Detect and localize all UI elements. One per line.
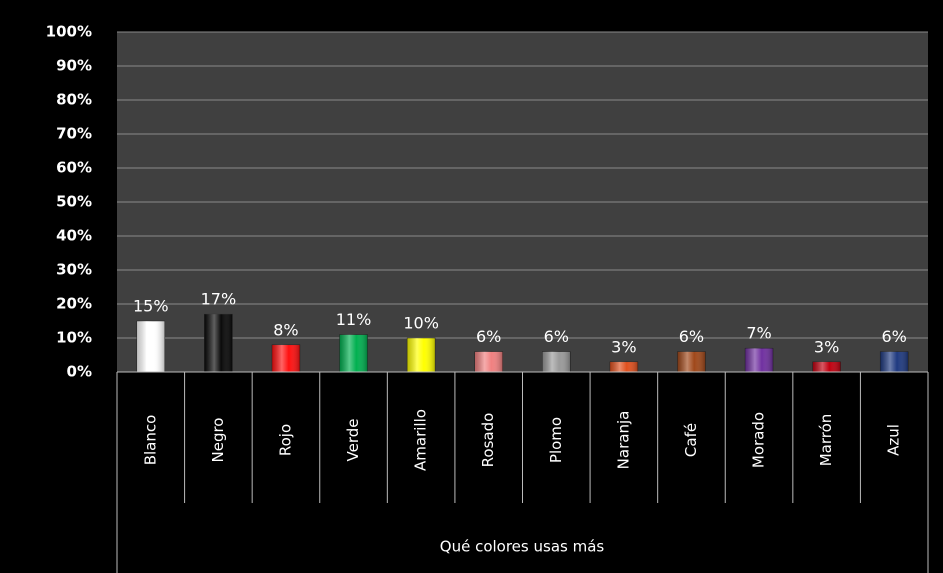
bar-shine bbox=[677, 351, 706, 372]
bar-shine bbox=[407, 338, 436, 372]
x-tick-label: Plomo bbox=[547, 417, 565, 463]
value-label: 15% bbox=[133, 297, 169, 316]
x-tick-label: Naranja bbox=[614, 411, 632, 470]
value-label: 6% bbox=[476, 327, 501, 346]
x-tick-label: Morado bbox=[750, 412, 768, 468]
y-tick-label: 40% bbox=[56, 227, 92, 245]
bar-shine bbox=[271, 344, 300, 372]
y-tick-label: 20% bbox=[56, 295, 92, 313]
x-axis-title: Qué colores usas más bbox=[440, 538, 605, 556]
bar-shine bbox=[204, 314, 233, 372]
y-tick-label: 10% bbox=[56, 329, 92, 347]
value-label: 6% bbox=[882, 327, 907, 346]
y-tick-label: 70% bbox=[56, 125, 92, 143]
bar-shine bbox=[745, 348, 774, 372]
bar-shine bbox=[136, 321, 165, 372]
x-tick-label: Marrón bbox=[817, 414, 835, 467]
bar-shine bbox=[812, 361, 841, 372]
bar-shine bbox=[474, 351, 503, 372]
x-tick-label: Verde bbox=[344, 419, 362, 462]
y-tick-label: 50% bbox=[56, 193, 92, 211]
value-label: 7% bbox=[746, 324, 771, 343]
value-label: 6% bbox=[679, 327, 704, 346]
x-tick-label: Rosado bbox=[479, 413, 497, 468]
x-tick-label: Café bbox=[682, 423, 700, 457]
x-tick-label: Azul bbox=[885, 424, 903, 456]
y-tick-label: 0% bbox=[67, 363, 92, 381]
value-label: 10% bbox=[403, 314, 439, 333]
x-tick-label: Rojo bbox=[276, 424, 294, 456]
y-tick-label: 80% bbox=[56, 91, 92, 109]
value-label: 8% bbox=[273, 320, 298, 339]
y-tick-label: 30% bbox=[56, 261, 92, 279]
bar-shine bbox=[339, 334, 368, 372]
y-tick-label: 100% bbox=[46, 23, 92, 41]
value-label: 3% bbox=[814, 337, 839, 356]
x-tick-label: Blanco bbox=[141, 415, 159, 466]
y-tick-label: 90% bbox=[56, 57, 92, 75]
bar-shine bbox=[880, 351, 909, 372]
y-tick-label: 60% bbox=[56, 159, 92, 177]
x-tick-label: Negro bbox=[209, 418, 227, 463]
bar-shine bbox=[542, 351, 571, 372]
bar-shine bbox=[609, 361, 638, 372]
value-label: 6% bbox=[544, 327, 569, 346]
value-label: 11% bbox=[336, 310, 372, 329]
value-label: 17% bbox=[201, 290, 237, 309]
value-label: 3% bbox=[611, 337, 636, 356]
x-tick-label: Amarillo bbox=[412, 409, 430, 471]
